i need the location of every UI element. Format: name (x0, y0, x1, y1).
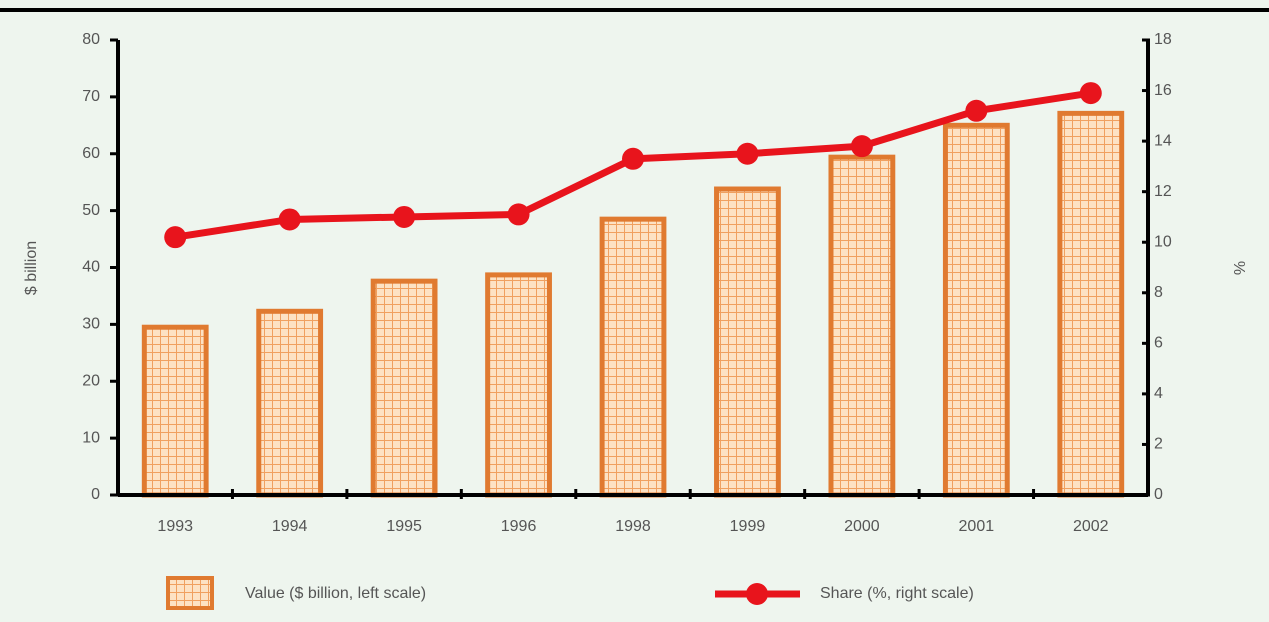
share-marker (1079, 82, 1102, 105)
y-tick-label: 0 (91, 486, 100, 503)
y2-tick-label: 12 (1154, 183, 1172, 200)
legend-bar-swatch (166, 576, 214, 610)
share-marker (164, 226, 187, 249)
x-tick-label: 2000 (844, 518, 880, 535)
y-axis-label: $ billion (23, 241, 40, 295)
bar (485, 272, 552, 498)
share-marker (965, 99, 988, 122)
legend-marker (746, 583, 768, 605)
x-tick-label: 2001 (959, 518, 995, 535)
legend-label: Value ($ billion, left scale) (245, 585, 426, 602)
x-tick-label: 1993 (157, 518, 193, 535)
y2-tick-label: 18 (1154, 31, 1172, 48)
bar (1057, 110, 1125, 498)
y2-tick-label: 8 (1154, 284, 1163, 301)
bar (828, 154, 896, 498)
share-marker (507, 203, 530, 226)
bar (599, 216, 667, 498)
x-tick-label: 1998 (615, 518, 651, 535)
share-marker (622, 147, 644, 170)
y2-tick-label: 4 (1154, 385, 1163, 402)
legend-label: Share (%, right scale) (820, 585, 974, 602)
x-tick-label: 1995 (386, 518, 422, 535)
bar (256, 308, 324, 498)
y-tick-label: 30 (82, 316, 100, 333)
x-tick-label: 1994 (272, 518, 308, 535)
y2-tick-label: 6 (1154, 335, 1163, 352)
y-tick-label: 50 (82, 202, 100, 219)
y2-tick-label: 14 (1154, 132, 1172, 149)
y2-tick-label: 2 (1154, 436, 1163, 453)
bar (942, 122, 1010, 498)
share-marker (278, 208, 301, 231)
bar (370, 278, 438, 498)
y-tick-label: 60 (82, 145, 100, 162)
y2-tick-label: 0 (1154, 486, 1163, 503)
y2-tick-label: 16 (1154, 82, 1172, 99)
x-tick-label: 1999 (730, 518, 766, 535)
y-tick-label: 80 (82, 31, 100, 48)
share-marker (393, 205, 416, 228)
y2-tick-label: 10 (1154, 233, 1172, 250)
bar (714, 186, 781, 498)
y2-axis-label: % (1230, 261, 1247, 275)
y-tick-label: 40 (82, 259, 100, 276)
y-tick-label: 20 (82, 372, 100, 389)
share-marker (850, 135, 873, 158)
y-tick-label: 10 (82, 429, 100, 446)
y-tick-label: 70 (82, 88, 100, 105)
x-tick-label: 2002 (1073, 518, 1109, 535)
bar (141, 324, 209, 498)
share-marker (736, 142, 759, 165)
x-tick-label: 1996 (501, 518, 537, 535)
